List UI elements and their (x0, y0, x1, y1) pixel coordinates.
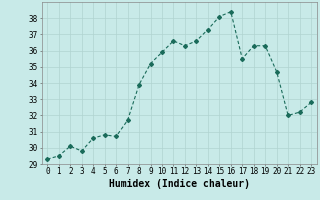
X-axis label: Humidex (Indice chaleur): Humidex (Indice chaleur) (109, 179, 250, 189)
